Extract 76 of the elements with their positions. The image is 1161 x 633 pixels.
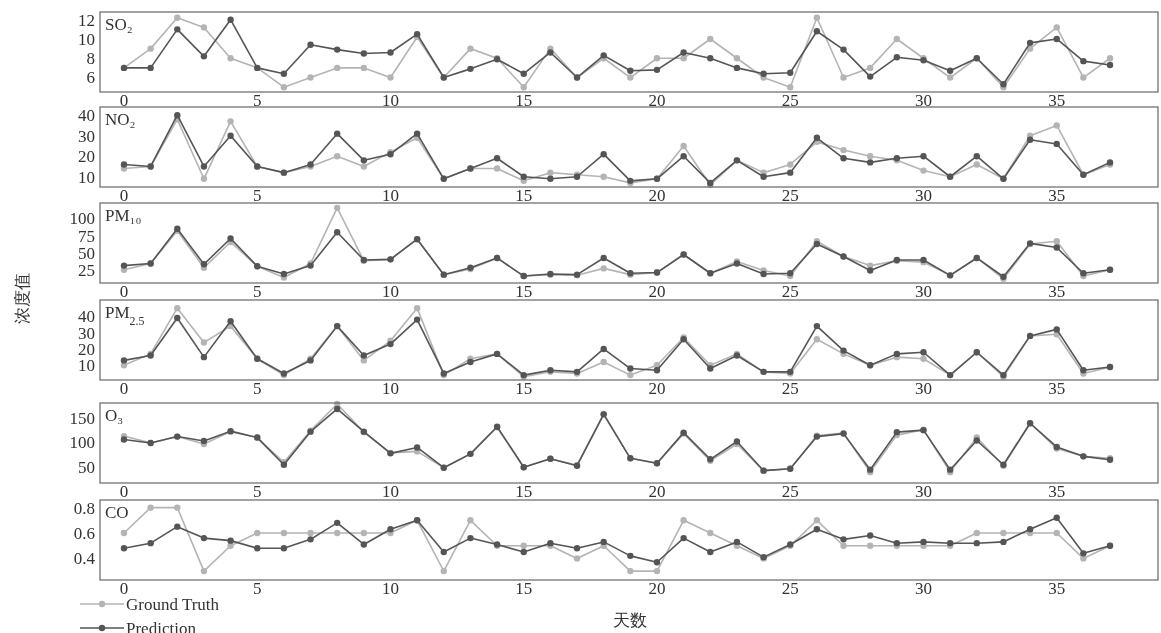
x-tick-label: 30 <box>914 579 932 598</box>
x-tick-label: 25 <box>781 379 799 398</box>
x-tick-label: 35 <box>1048 482 1066 501</box>
x-tick-label: 30 <box>914 282 932 301</box>
x-tick-label: 0 <box>119 379 129 398</box>
y-tick-label: 6 <box>86 68 95 88</box>
x-tick-label: 10 <box>381 379 399 398</box>
x-tick-label: 5 <box>252 186 262 205</box>
x-tick-label: 30 <box>914 186 932 205</box>
chart-title: PM$_{2.5}$ <box>105 303 145 328</box>
x-tick-label: 5 <box>252 379 262 398</box>
chart-title: O₃ <box>105 406 124 425</box>
x-tick-label: 15 <box>515 379 533 398</box>
x-tick-label: 20 <box>648 91 666 110</box>
y-tick-label: 30 <box>78 126 95 146</box>
x-tick-label: 5 <box>252 482 262 501</box>
y-tick-label: 150 <box>69 408 95 428</box>
x-tick-label: 5 <box>252 91 262 110</box>
x-tick-label: 5 <box>252 282 262 301</box>
x-tick-label: 30 <box>914 379 932 398</box>
y-tick-label: 0.4 <box>73 549 96 569</box>
x-tick-label: 5 <box>252 579 262 598</box>
x-tick-label: 0 <box>119 579 129 598</box>
x-tick-label: 15 <box>515 91 533 110</box>
y-tick-label: 100 <box>69 209 95 229</box>
y-tick-label: 100 <box>69 433 95 453</box>
y-tick-label: 12 <box>78 10 95 30</box>
chart-title: SO₂ <box>105 15 133 34</box>
x-tick-label: 10 <box>381 91 399 110</box>
y-tick-label: 40 <box>78 106 95 126</box>
x-tick-label: 20 <box>648 379 666 398</box>
x-axis-title: 天数 <box>613 611 647 630</box>
x-tick-label: 15 <box>515 579 533 598</box>
chart-title: CO <box>105 503 129 522</box>
y-tick-label: 20 <box>78 147 95 167</box>
x-tick-label: 35 <box>1048 91 1066 110</box>
x-tick-label: 10 <box>381 186 399 205</box>
x-tick-label: 30 <box>914 482 932 501</box>
x-tick-label: 0 <box>119 282 129 301</box>
x-tick-label: 0 <box>119 186 129 205</box>
x-tick-label: 10 <box>381 482 399 501</box>
y-tick-label: 25 <box>78 261 95 281</box>
x-tick-label: 25 <box>781 579 799 598</box>
x-tick-label: 25 <box>781 91 799 110</box>
chart-title: PM₁₀ <box>105 206 142 225</box>
x-tick-label: 35 <box>1048 579 1066 598</box>
y-tick-label: 75 <box>78 226 95 246</box>
y-tick-label: 50 <box>78 458 95 478</box>
x-tick-label: 0 <box>119 91 129 110</box>
y-tick-label: 10 <box>78 29 95 49</box>
legend-label: Ground Truth <box>126 594 220 614</box>
x-tick-label: 35 <box>1048 282 1066 301</box>
x-tick-label: 15 <box>515 186 533 205</box>
x-tick-label: 20 <box>648 579 666 598</box>
x-tick-label: 25 <box>781 282 799 301</box>
x-tick-label: 15 <box>515 282 533 301</box>
x-tick-label: 20 <box>648 186 666 205</box>
x-tick-label: 20 <box>648 482 666 501</box>
y-tick-label: 0.6 <box>73 523 95 543</box>
y-tick-label: 10 <box>78 167 95 187</box>
x-tick-label: 30 <box>914 91 932 110</box>
x-tick-label: 35 <box>1048 186 1066 205</box>
x-tick-label: 20 <box>648 282 666 301</box>
x-tick-label: 0 <box>119 482 129 501</box>
y-tick-label: 8 <box>86 49 95 69</box>
x-tick-label: 15 <box>515 482 533 501</box>
x-tick-label: 10 <box>381 282 399 301</box>
y-axis-title: 浓度值 <box>13 272 32 324</box>
y-tick-label: 0.8 <box>73 498 95 518</box>
y-tick-label: 50 <box>78 244 95 264</box>
x-tick-label: 25 <box>781 482 799 501</box>
y-tick-label: 10 <box>78 356 95 376</box>
x-tick-label: 10 <box>381 579 399 598</box>
chart-title: NO₂ <box>105 110 136 129</box>
x-tick-label: 25 <box>781 186 799 205</box>
x-tick-label: 35 <box>1048 379 1066 398</box>
